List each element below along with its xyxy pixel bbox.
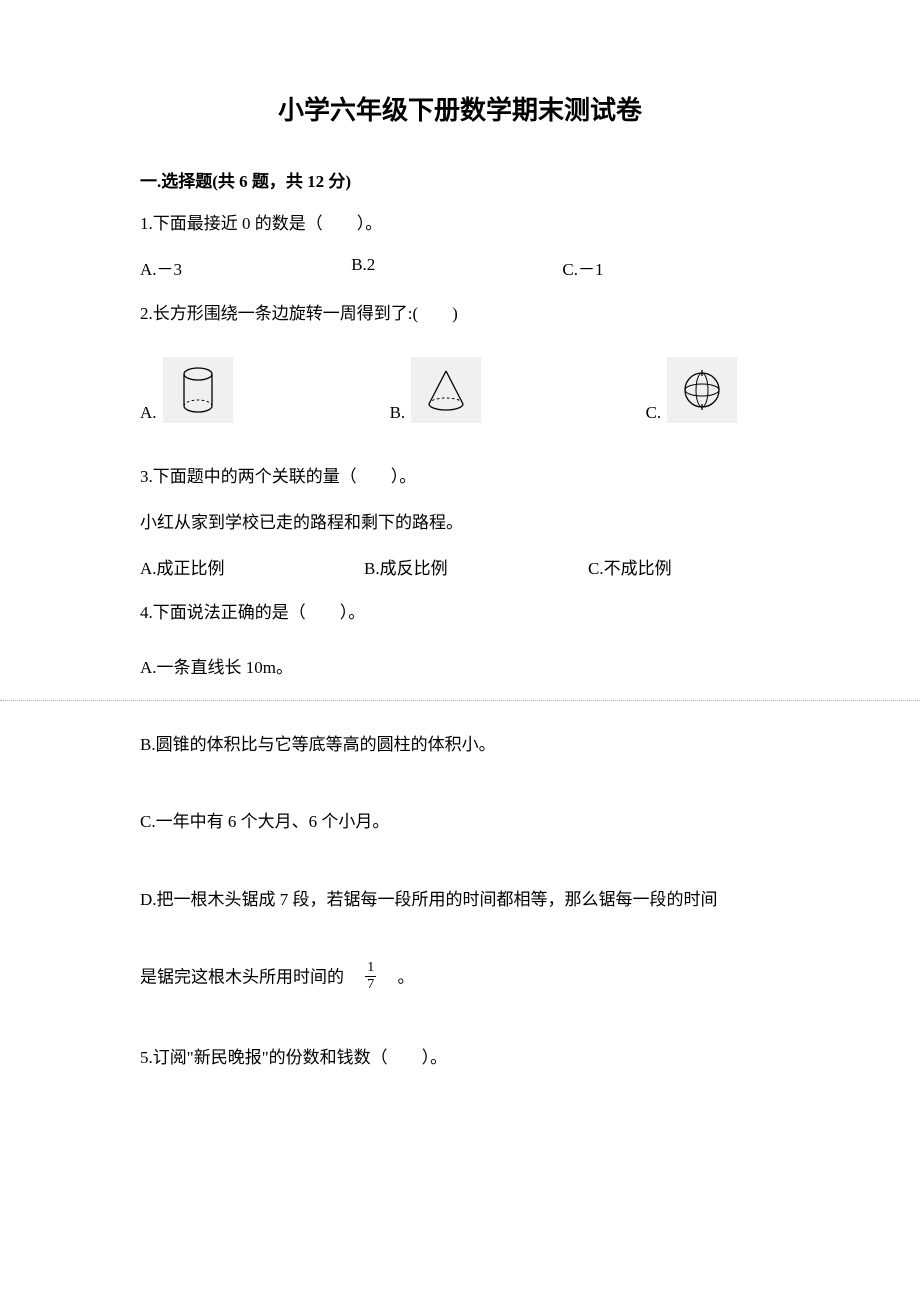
cone-icon [411,357,481,423]
question-5: 5.订阅"新民晚报"的份数和钱数（ ）。 [140,1044,780,1071]
question-1: 1.下面最接近 0 的数是（ ）。 [140,210,780,237]
page-title: 小学六年级下册数学期末测试卷 [140,90,780,127]
q2-option-a: A. [140,357,390,423]
question-2: 2.长方形围绕一条边旋转一周得到了:( ) [140,300,780,327]
q1-option-c: C.－1 [562,255,773,280]
q2-a-label: A. [140,403,157,423]
section-header: 一.选择题(共 6 题，共 12 分) [140,167,780,192]
sphere-icon [667,357,737,423]
q4-option-b: B.圆锥的体积比与它等底等高的圆柱的体积小。 [140,731,780,758]
q4-d-suffix: 。 [381,967,415,986]
q4-option-a: A.一条直线长 10m。 [140,654,780,681]
page-fold-line [0,700,920,701]
q2-options: A. B. C. [140,357,780,423]
q2-c-label: C. [646,403,662,423]
cylinder-icon [163,357,233,423]
q3-option-b: B.成反比例 [364,554,588,579]
q1-options: A.－3 B.2 C.－1 [140,255,780,280]
question-3: 3.下面题中的两个关联的量（ ）。 [140,463,780,490]
q4-option-d-line2: 是锯完这根木头所用时间的 1 7 。 [140,963,780,994]
q4-option-d-line1: D.把一根木头锯成 7 段，若锯每一段所用的时间都相等，那么锯每一段的时间 [140,886,780,913]
question-3-sub: 小红从家到学校已走的路程和剩下的路程。 [140,509,780,536]
fraction-1-7: 1 7 [365,961,376,992]
fraction-numerator: 1 [365,961,376,977]
q3-option-a: A.成正比例 [140,554,364,579]
q3-options: A.成正比例 B.成反比例 C.不成比例 [140,554,780,579]
q4-d-prefix: 是锯完这根木头所用时间的 [140,967,361,986]
q2-option-c: C. [646,357,780,423]
q2-b-label: B. [390,403,406,423]
q2-option-b: B. [390,357,646,423]
q4-option-c: C.一年中有 6 个大月、6 个小月。 [140,808,780,835]
fraction-denominator: 7 [365,977,376,992]
q3-option-c: C.不成比例 [588,554,780,579]
q1-option-b: B.2 [351,255,562,280]
q1-option-a: A.－3 [140,255,351,280]
question-4: 4.下面说法正确的是（ ）。 [140,599,780,626]
